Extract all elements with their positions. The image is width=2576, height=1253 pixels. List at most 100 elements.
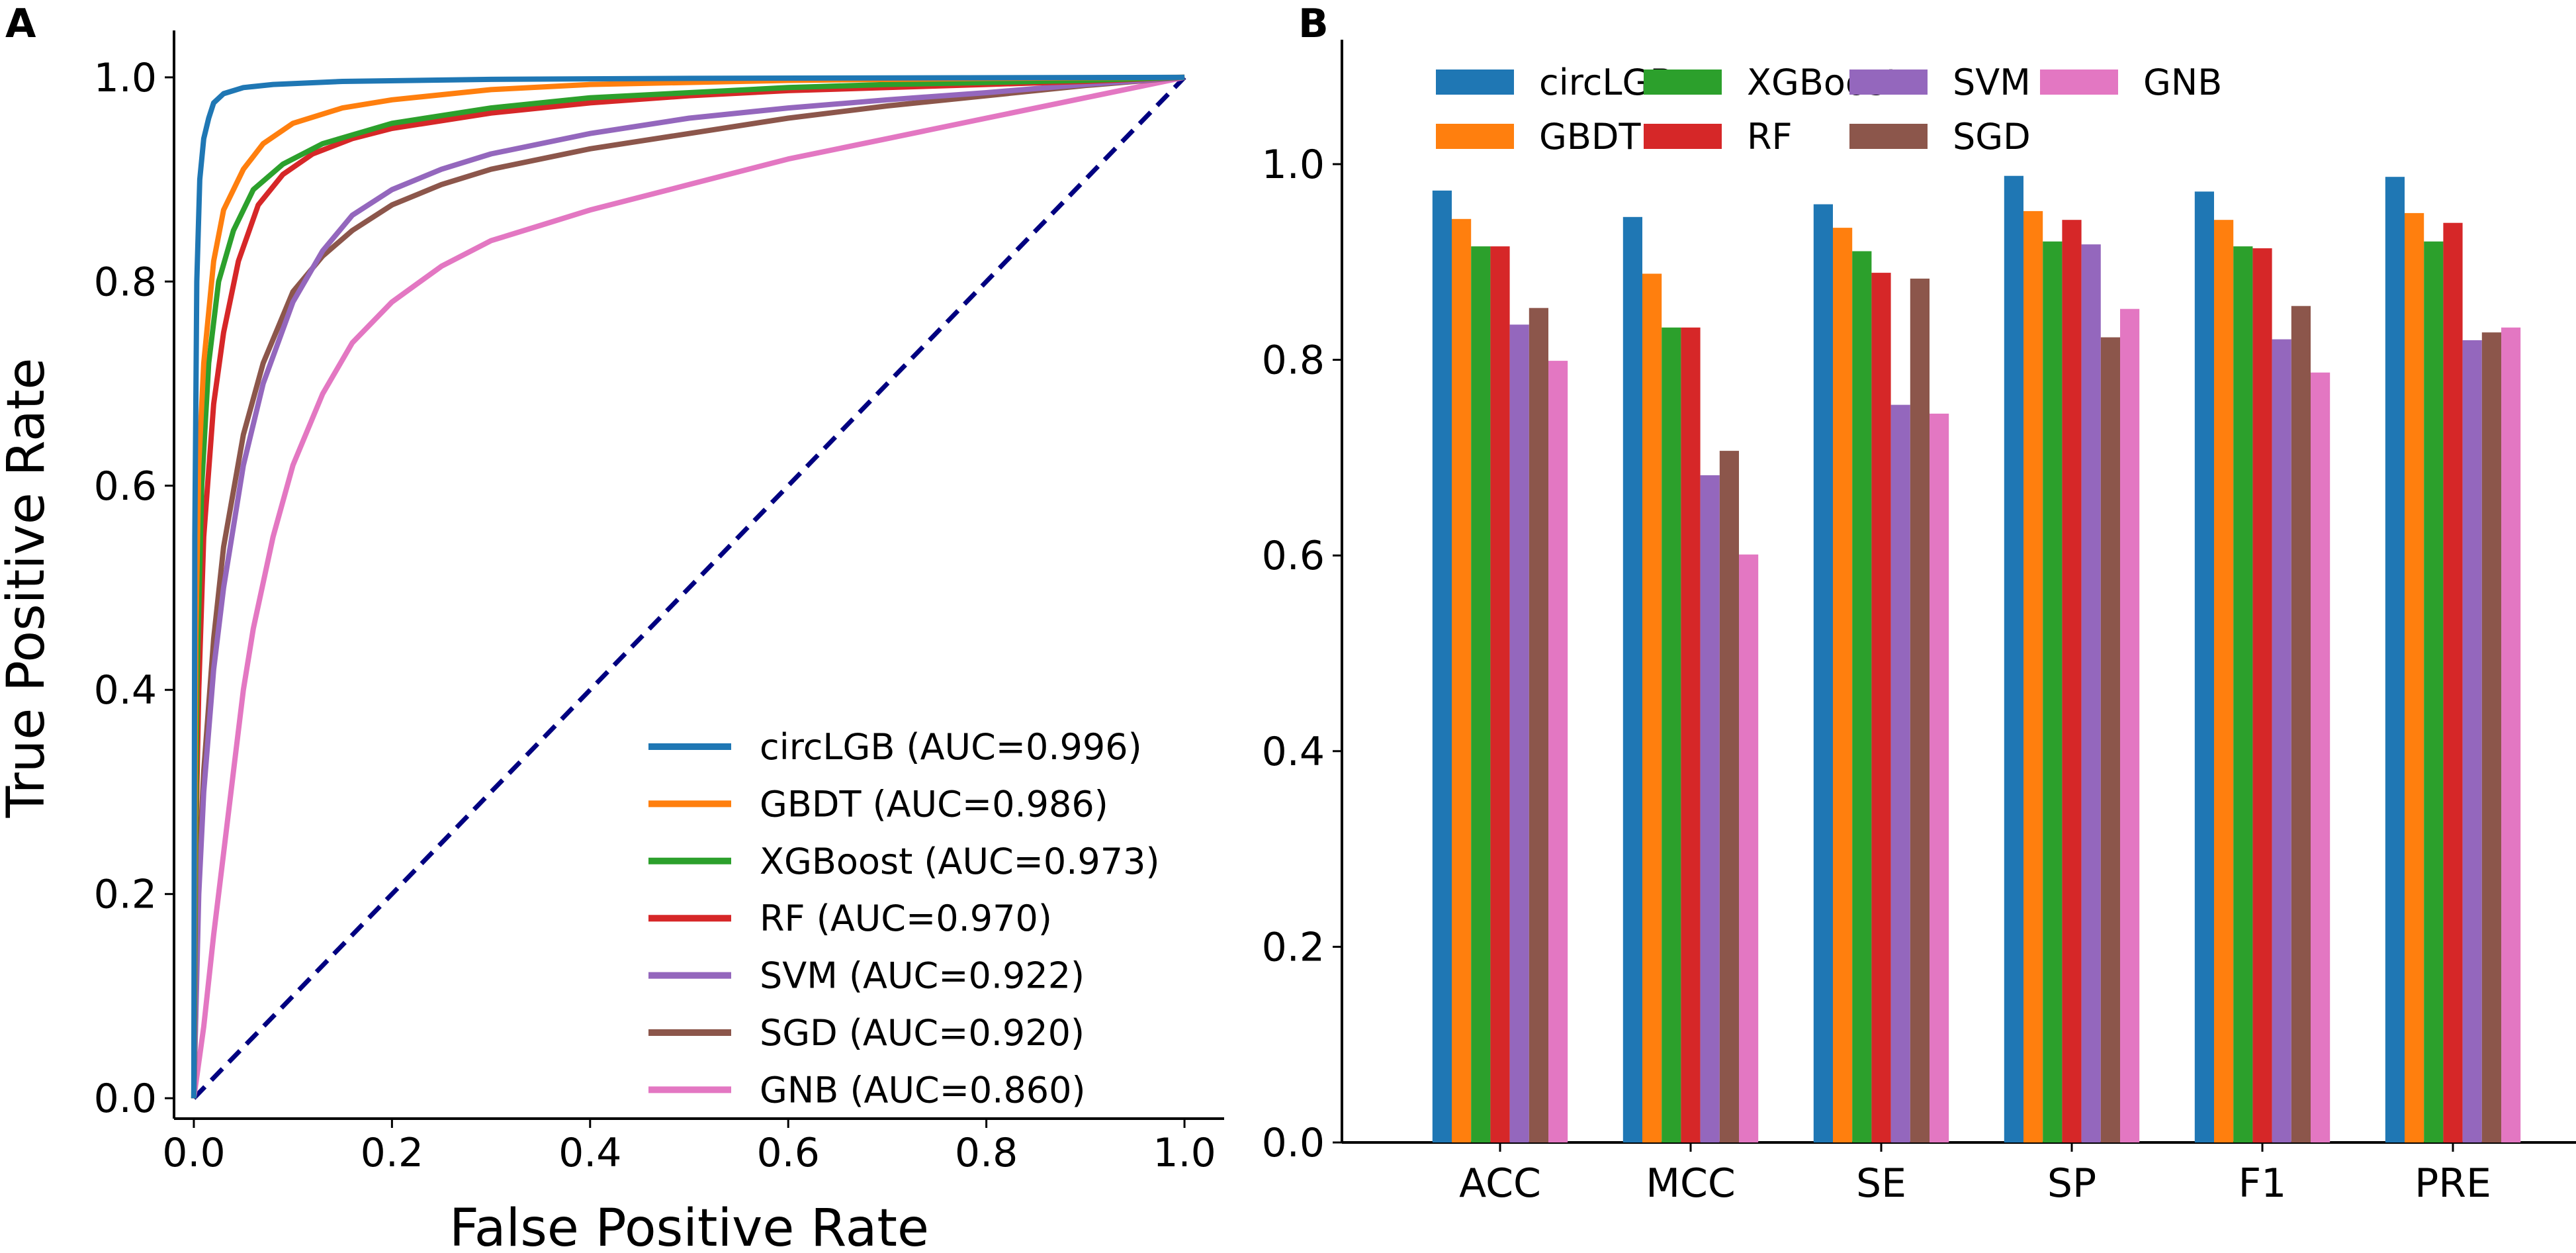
bar-gnb-acc <box>1548 361 1568 1142</box>
roc-legend-label: SVM (AUC=0.922) <box>760 955 1085 997</box>
bar-category-label: F1 <box>2239 1160 2287 1207</box>
roc-y-tick-label: 0.0 <box>94 1076 157 1122</box>
bar-y-tick-label: 0.2 <box>1262 924 1325 970</box>
roc-y-tick-label: 0.8 <box>94 259 157 305</box>
bar-circlgb-f1 <box>2194 191 2214 1142</box>
bar-category-label: MCC <box>1646 1160 1736 1207</box>
roc-curve-gnb <box>191 74 1185 1099</box>
bar-circlgb-mcc <box>1622 216 1642 1142</box>
bar-gnb-f1 <box>2311 372 2331 1142</box>
bar-gbdt-se <box>1833 228 1853 1143</box>
bar-y-tick-label: 0.0 <box>1262 1120 1325 1166</box>
bar-xgboost-mcc <box>1662 327 1681 1142</box>
bar-y-tick-label: 1.0 <box>1262 142 1325 188</box>
roc-legend-label: GBDT (AUC=0.986) <box>760 783 1108 825</box>
roc-x-tick-label: 1.0 <box>1153 1130 1216 1176</box>
bar-sgd-sp <box>2100 337 2120 1143</box>
bar-gbdt-pre <box>2405 212 2424 1142</box>
bar-gbdt-mcc <box>1642 273 1662 1142</box>
bar-sgd-pre <box>2481 332 2501 1143</box>
bar-sgd-f1 <box>2291 306 2311 1142</box>
bar-gbdt-sp <box>2023 210 2043 1142</box>
bar-xgboost-acc <box>1471 246 1491 1143</box>
roc-curve-circlgb <box>191 74 1185 1099</box>
bar-rf-sp <box>2062 220 2082 1143</box>
bar-svm-pre <box>2462 340 2482 1142</box>
bar-rf-acc <box>1490 246 1510 1143</box>
bar-category-label: SP <box>2047 1160 2096 1207</box>
bar-legend-swatch-gnb <box>2040 70 2118 95</box>
roc-y-tick-label: 0.4 <box>94 667 157 714</box>
roc-diagonal-line <box>192 75 1186 1100</box>
bar-legend-swatch-svm <box>1849 70 1928 95</box>
bar-legend-label: GNB <box>2143 62 2222 103</box>
bar-category-label: SE <box>1856 1160 1906 1207</box>
roc-y-axis-title: True Positive Rate <box>0 358 56 819</box>
roc-legend-label: GNB (AUC=0.860) <box>760 1069 1086 1111</box>
bar-legend-swatch-circlgb <box>1436 70 1514 95</box>
bar-legend-swatch-xgboost <box>1644 70 1722 95</box>
bar-svm-mcc <box>1700 475 1720 1142</box>
bar-sgd-mcc <box>1719 451 1739 1142</box>
bar-y-tick-label: 0.4 <box>1262 729 1325 775</box>
bar-gnb-pre <box>2501 327 2521 1142</box>
bar-gbdt-acc <box>1452 218 1472 1142</box>
bar-xgboost-sp <box>2043 241 2063 1142</box>
bar-rf-mcc <box>1681 327 1701 1142</box>
roc-y-tick-label: 1.0 <box>94 55 157 101</box>
bar-sgd-acc <box>1529 308 1548 1142</box>
bar-rf-se <box>1871 273 1891 1143</box>
roc-y-tick-label: 0.6 <box>94 463 157 510</box>
roc-x-tick-label: 0.4 <box>558 1130 621 1176</box>
bar-legend-swatch-gbdt <box>1436 124 1514 149</box>
roc-x-tick-label: 0.8 <box>955 1130 1018 1176</box>
roc-legend-label: RF (AUC=0.970) <box>760 898 1052 939</box>
panel-label-b: B <box>1298 1 1329 47</box>
bar-legend-label: SGD <box>1953 116 2031 158</box>
bar-rf-pre <box>2443 222 2463 1143</box>
roc-curve-gbdt <box>191 74 1185 1099</box>
bar-xgboost-se <box>1852 251 1872 1142</box>
bar-circlgb-se <box>1813 204 1833 1143</box>
bar-legend-swatch-rf <box>1644 124 1722 149</box>
bar-rf-f1 <box>2252 248 2272 1143</box>
roc-curve-sgd <box>191 74 1185 1099</box>
roc-y-tick-label: 0.2 <box>94 872 157 918</box>
bar-y-tick-label: 0.8 <box>1262 338 1325 384</box>
bar-legend-label: RF <box>1747 116 1793 158</box>
bar-svm-se <box>1890 404 1910 1142</box>
bar-svm-acc <box>1509 324 1529 1142</box>
roc-curve-svm <box>191 74 1185 1099</box>
roc-legend: circLGB (AUC=0.996) GBDT (AUC=0.986) XGBoo… <box>648 726 1160 1111</box>
bar-gnb-mcc <box>1739 554 1759 1142</box>
bar-svm-sp <box>2081 244 2101 1143</box>
roc-x-tick-label: 0.6 <box>757 1130 820 1176</box>
roc-x-axis-title: False Positive Rate <box>449 1199 929 1253</box>
bar-legend-label: GBDT <box>1539 116 1641 158</box>
roc-x-tick-label: 0.2 <box>361 1130 423 1176</box>
bar-xgboost-f1 <box>2233 246 2253 1143</box>
bar-circlgb-acc <box>1432 190 1452 1142</box>
bar-circlgb-sp <box>2004 175 2023 1143</box>
bar-gnb-se <box>1930 413 1949 1142</box>
bar-circlgb-pre <box>2385 177 2405 1143</box>
bar-svm-f1 <box>2272 339 2291 1142</box>
roc-curve-xgboost <box>191 74 1185 1099</box>
roc-legend-label: circLGB (AUC=0.996) <box>760 726 1142 768</box>
bar-category-label: ACC <box>1459 1160 1541 1207</box>
bar-y-tick-label: 0.6 <box>1262 533 1325 579</box>
bar-category-label: PRE <box>2415 1160 2491 1207</box>
panel-label-a: A <box>5 1 36 47</box>
bar-gnb-sp <box>2120 308 2140 1143</box>
bar-xgboost-pre <box>2424 241 2444 1142</box>
bar-legend-label: SVM <box>1953 62 2031 103</box>
roc-x-tick-label: 0.0 <box>162 1130 225 1176</box>
bar-sgd-se <box>1910 278 1930 1142</box>
roc-legend-label: SGD (AUC=0.920) <box>760 1012 1085 1054</box>
bar-legend-swatch-sgd <box>1849 124 1928 149</box>
roc-chart: 0.0 0.2 0.4 0.6 0.8 1.0 0.0 0.2 0.4 0.6 0.8 1.0 Fals… <box>0 30 1224 1253</box>
